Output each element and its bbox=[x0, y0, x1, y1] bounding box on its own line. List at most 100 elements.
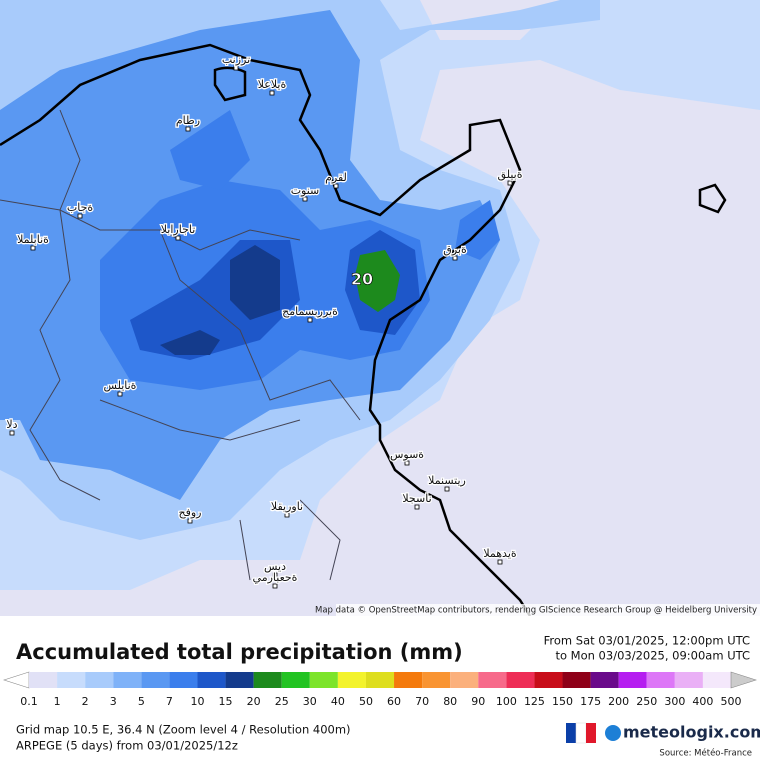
place-label: سنوت bbox=[291, 184, 320, 197]
place-label: ةنايلس bbox=[104, 379, 137, 392]
place-label: ناسجلا bbox=[402, 492, 431, 505]
precip-4b bbox=[170, 110, 250, 190]
colorbar-label: 50 bbox=[359, 695, 373, 708]
place-marker bbox=[187, 518, 193, 524]
place-marker bbox=[284, 512, 290, 518]
colorbar-label: 20 bbox=[247, 695, 261, 708]
place-label: دلا bbox=[6, 418, 17, 431]
colorbar-box bbox=[281, 672, 310, 688]
attribution-bg bbox=[336, 604, 760, 616]
borders bbox=[0, 109, 361, 581]
island bbox=[698, 183, 727, 214]
colorbar-label: 300 bbox=[664, 695, 685, 708]
place-label: تاجارابلا bbox=[161, 223, 196, 236]
colorbar-box bbox=[590, 672, 619, 688]
period-from: From Sat 03/01/2025, 12:00pm UTC bbox=[544, 634, 750, 648]
colorbar-box bbox=[337, 672, 366, 688]
place-label: ةنابلملا bbox=[17, 233, 49, 246]
colorbar-box bbox=[506, 672, 535, 688]
colorbar-box bbox=[85, 672, 114, 688]
colorbar-box bbox=[702, 672, 731, 688]
place-marker bbox=[272, 572, 278, 578]
colorbar-box bbox=[57, 672, 86, 688]
legend: Accumulated total precipitation (mm) Fro… bbox=[3, 634, 760, 759]
attribution: Map data © OpenStreetMap contributors, r… bbox=[315, 606, 757, 616]
colorbar-label: 80 bbox=[443, 695, 457, 708]
place-label: روفح bbox=[179, 506, 202, 519]
place-label: لقرم bbox=[325, 171, 347, 184]
place-label: ديس bbox=[264, 560, 286, 573]
colorbar-label: 40 bbox=[331, 695, 345, 708]
colorbar-label: 90 bbox=[471, 695, 485, 708]
place-marker bbox=[404, 460, 410, 466]
flag-white bbox=[575, 722, 587, 744]
brand-logo bbox=[605, 725, 621, 741]
colorbar-label: 7 bbox=[166, 695, 173, 708]
place-marker bbox=[77, 213, 83, 219]
colorbar-box bbox=[674, 672, 703, 688]
places: ترزنب ةيلاعلا رطام لقرم سنوت ةبيلق ةجاب ةنابلمل… bbox=[5, 52, 524, 589]
precip-6 bbox=[230, 245, 280, 320]
colorbar-box bbox=[394, 672, 423, 688]
place-label: ناوريقلا bbox=[271, 500, 303, 513]
map: ترزنب ةيلاعلا رطام لقرم سنوت ةبيلق ةجاب ةنابلمل… bbox=[0, 0, 760, 616]
precip-max bbox=[355, 250, 400, 312]
colorbar-label: 3 bbox=[110, 695, 117, 708]
colorbar-label: 250 bbox=[636, 695, 657, 708]
max-label: 20 bbox=[351, 270, 373, 289]
flag-blue bbox=[566, 723, 576, 743]
place-marker bbox=[444, 486, 450, 492]
place-marker bbox=[185, 126, 191, 132]
brand[interactable]: meteologix.com bbox=[623, 723, 760, 742]
colorbar-label: 30 bbox=[303, 695, 317, 708]
place-marker bbox=[9, 430, 15, 436]
place-label: رطام bbox=[176, 114, 200, 127]
place-marker bbox=[497, 559, 503, 565]
colorbar-label: 70 bbox=[415, 695, 429, 708]
legend-title: Accumulated total precipitation (mm) bbox=[16, 640, 463, 664]
colorbar-box bbox=[562, 672, 591, 688]
colorbar-label: 500 bbox=[721, 695, 742, 708]
colorbar-label: 1 bbox=[54, 695, 61, 708]
place-marker bbox=[117, 391, 123, 397]
colorbar-box bbox=[141, 672, 170, 688]
place-label: ةجاب bbox=[67, 201, 93, 214]
place-marker bbox=[302, 196, 308, 202]
place-marker bbox=[175, 235, 181, 241]
precip-6b bbox=[160, 330, 220, 355]
colorbar-arrow-high bbox=[730, 671, 757, 689]
colorbar-label: 175 bbox=[580, 695, 601, 708]
precip-4c bbox=[455, 200, 500, 260]
coastline bbox=[0, 43, 532, 616]
place-marker bbox=[452, 255, 458, 261]
place-label: ةيلاعلا bbox=[258, 78, 287, 91]
grid-info: Grid map 10.5 E, 36.4 N (Zoom level 4 / … bbox=[16, 723, 351, 737]
place-marker bbox=[333, 183, 339, 189]
colorbar-box bbox=[618, 672, 647, 688]
colorbar-box bbox=[534, 672, 563, 688]
place-label: ةسوس bbox=[390, 448, 424, 461]
place-label: ةبيلق bbox=[498, 168, 523, 182]
place-label: ريتسنملا bbox=[428, 474, 466, 487]
colorbar-label: 5 bbox=[138, 695, 145, 708]
colorbar-box bbox=[253, 672, 282, 688]
colorbar-label: 15 bbox=[219, 695, 233, 708]
place-label: ةحعبارمي bbox=[253, 571, 298, 584]
colorbar-label: 125 bbox=[524, 695, 545, 708]
colorbar-box bbox=[29, 672, 58, 688]
source: Source: Météo-France bbox=[659, 748, 752, 759]
period-to: to Mon 03/03/2025, 09:00am UTC bbox=[555, 649, 750, 663]
place-marker bbox=[272, 583, 278, 589]
colorbar-label: 60 bbox=[387, 695, 401, 708]
colorbar-box bbox=[309, 672, 338, 688]
model-info: ARPEGE (5 days) from 03/01/2025/12z bbox=[16, 739, 238, 753]
colorbar-label: 25 bbox=[275, 695, 289, 708]
colorbar-box bbox=[450, 672, 479, 688]
colorbar-box bbox=[197, 672, 226, 688]
colorbar-arrow-low bbox=[3, 671, 30, 689]
colorbar-box bbox=[169, 672, 198, 688]
flag-red bbox=[586, 723, 596, 743]
place-label: ةيرربسمامح bbox=[282, 305, 338, 318]
place-label: ةبرق bbox=[443, 243, 466, 256]
